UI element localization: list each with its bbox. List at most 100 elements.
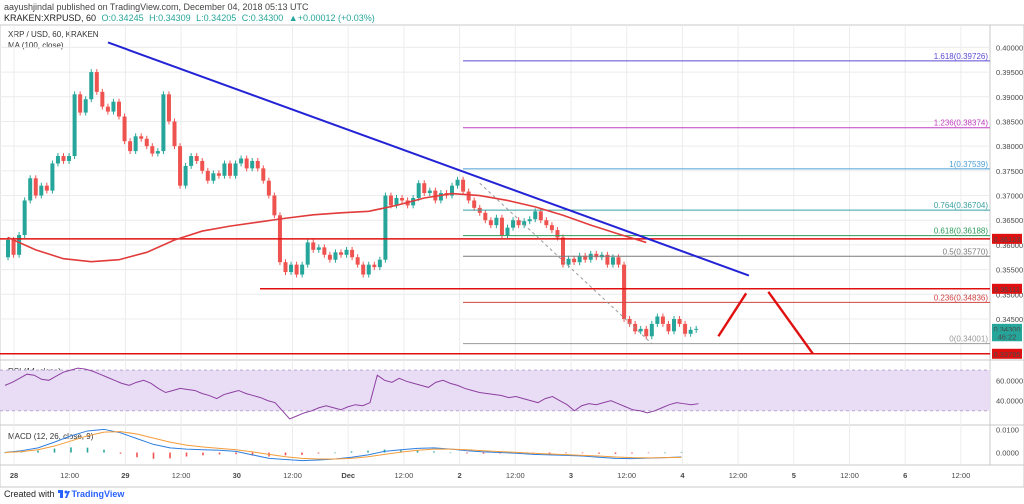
candle-body	[688, 329, 693, 334]
candle-body	[505, 227, 510, 236]
footer-created-with: Created with	[4, 489, 55, 499]
macd-histogram-bar	[251, 452, 254, 456]
candle-body	[100, 91, 105, 107]
y-tick-label: 0.39000	[996, 93, 1023, 102]
macd-histogram-bar	[367, 450, 369, 453]
tradingview-logo[interactable]: TradingView	[57, 489, 124, 499]
macd-histogram-bar	[680, 452, 683, 453]
candle-body	[39, 185, 44, 196]
candle-body	[322, 247, 327, 255]
candle-body	[17, 235, 22, 255]
macd-histogram-bar	[37, 450, 39, 453]
candle-body	[377, 259, 382, 268]
candle-body	[366, 264, 371, 275]
fib-level-label: 1.618(0.39726)	[934, 52, 989, 61]
fib-level-label: 1.236(0.38374)	[934, 119, 989, 128]
candle-body	[333, 252, 338, 260]
macd-histogram-bar	[185, 452, 188, 457]
macd-histogram-bar	[614, 452, 617, 454]
x-tick-label: 12:00	[172, 471, 191, 480]
x-tick-label: 12:00	[395, 471, 414, 480]
macd-histogram-bar	[202, 452, 204, 456]
candle-body	[605, 254, 610, 265]
macd-y-tick-label: 0.0000	[996, 449, 1019, 458]
candle-body	[610, 257, 615, 265]
candle-body	[488, 220, 493, 226]
x-tick-label: 6	[903, 471, 907, 480]
price-axis-label: 0.35111	[994, 285, 1020, 294]
candle-body	[483, 212, 488, 221]
candle-body	[427, 190, 432, 194]
candle-body	[117, 101, 121, 117]
macd-histogram-bar	[433, 451, 435, 453]
candle-body	[372, 264, 377, 268]
candle-body	[388, 195, 393, 206]
candle-body	[178, 146, 183, 186]
candle-body	[644, 328, 649, 337]
macd-histogram-bar	[103, 449, 105, 453]
ma-legend: MA (100, close)	[8, 41, 64, 50]
candle-body	[189, 156, 194, 166]
candle-body	[583, 255, 588, 260]
open-value: O:0.34245	[101, 13, 144, 23]
y-tick-label: 0.34500	[996, 315, 1023, 324]
candle-body	[361, 264, 366, 275]
candle-body	[561, 237, 565, 265]
x-tick-label: 29	[121, 471, 129, 480]
candle-body	[128, 141, 133, 152]
price-axis-label-box	[992, 331, 1022, 342]
candle-body	[649, 323, 654, 337]
macd-histogram-bar	[416, 450, 419, 453]
rsi-line	[4, 367, 699, 420]
candle-body	[261, 168, 266, 181]
candle-body	[283, 262, 288, 273]
signal-line	[4, 431, 682, 460]
candle-body	[211, 173, 216, 181]
candle-body	[666, 323, 671, 332]
candle-body	[533, 211, 538, 220]
candle-body	[655, 316, 660, 324]
moving-average-line	[7, 192, 647, 263]
candle-body	[416, 183, 421, 198]
candle-body	[144, 138, 149, 147]
candle-body	[422, 183, 427, 194]
y-tick-label: 0.38000	[996, 142, 1023, 151]
macd-histogram-bar	[598, 452, 600, 454]
candle-body	[166, 94, 171, 122]
macd-histogram-bar	[548, 452, 551, 454]
x-tick-label: 12:00	[283, 471, 302, 480]
candle-body	[522, 221, 527, 226]
fib-guide-dashed-line	[479, 182, 653, 345]
candle-body	[316, 247, 321, 250]
macd-histogram-bar	[301, 452, 303, 455]
y-tick-label: 0.36000	[996, 241, 1023, 250]
price-axis-label: 46:22	[998, 332, 1017, 341]
candle-body	[194, 156, 199, 161]
candle-body	[305, 242, 310, 265]
x-tick-label: 12:00	[952, 471, 971, 480]
macd-histogram-bar	[169, 452, 171, 459]
candle-body	[61, 156, 66, 161]
chart-title: XRP / USD, 60, KRAKEN	[8, 30, 99, 39]
fib-level-label: 0.764(0.36704)	[934, 201, 989, 210]
candle-body	[233, 163, 238, 176]
candle-body	[627, 318, 632, 324]
candle-body	[244, 158, 249, 169]
candle-body	[89, 72, 94, 100]
price-axis-label: 0.34300	[993, 325, 1020, 334]
macd-histogram-bar	[565, 452, 567, 454]
price-axis-label-box	[992, 283, 1022, 294]
x-tick-label: 4	[680, 471, 685, 480]
fib-level-label: 0(0.34001)	[949, 335, 988, 344]
fib-level-label: 0.618(0.36188)	[934, 227, 989, 236]
candle-body	[122, 116, 127, 142]
macd-histogram-bar	[581, 452, 584, 454]
close-value: C:0.34300	[241, 13, 284, 23]
candle-body	[139, 136, 144, 139]
price-axis-label-box	[992, 348, 1022, 359]
macd-histogram-bar	[218, 452, 221, 455]
y-tick-label: 0.35000	[996, 290, 1023, 299]
ohlc-line: KRAKEN:XRPUSD, 60 O:0.34245 H:0.34309 L:…	[4, 13, 375, 23]
candle-body	[466, 191, 471, 201]
